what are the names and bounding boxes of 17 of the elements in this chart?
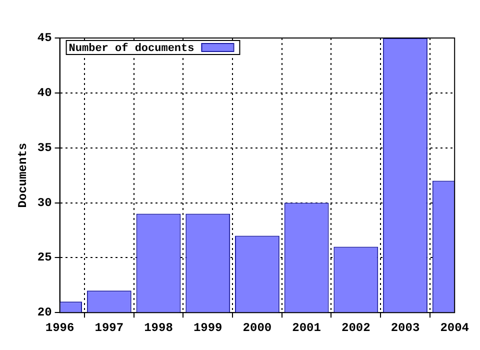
y-tick-label: 35 — [37, 140, 52, 155]
x-tick-label: 2004 — [440, 320, 470, 335]
x-tick-label: 2001 — [292, 320, 321, 335]
x-tick-label: 2003 — [390, 320, 420, 335]
y-tick-label: 20 — [37, 306, 52, 320]
y-axis-title: Documents — [16, 142, 30, 208]
y-tick-label: 45 — [37, 31, 52, 46]
legend-label: Number of documents — [68, 42, 194, 55]
x-tick-label: 1998 — [144, 320, 173, 335]
x-tick-label: 1997 — [94, 320, 124, 335]
y-tick-label: 25 — [37, 250, 52, 265]
x-tick-label: 2002 — [341, 320, 370, 335]
x-tick-label: 2000 — [242, 320, 272, 335]
y-tick-label: 30 — [37, 196, 52, 210]
y-tick-label: 40 — [37, 86, 52, 100]
x-tick-label: 1996 — [45, 320, 74, 335]
x-tick-label: 1999 — [193, 320, 222, 335]
